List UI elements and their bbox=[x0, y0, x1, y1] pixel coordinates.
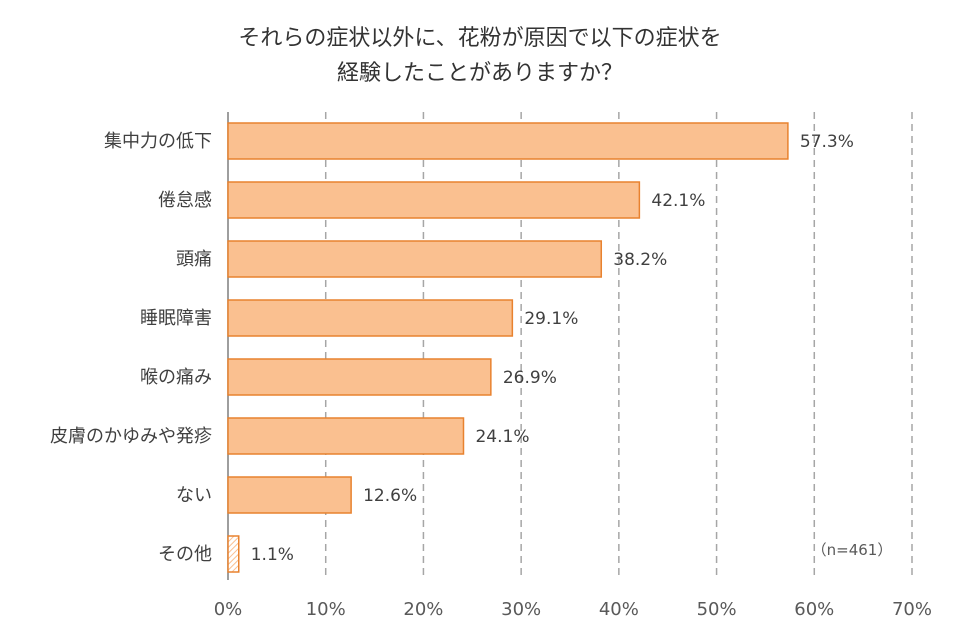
x-tick-label: 50% bbox=[697, 599, 737, 620]
value-label: 38.2% bbox=[613, 250, 667, 270]
x-tick-label: 70% bbox=[892, 599, 932, 620]
bars bbox=[227, 122, 789, 573]
bar bbox=[227, 181, 641, 219]
value-label: 57.3% bbox=[800, 132, 854, 152]
category-label: 集中力の低下 bbox=[104, 131, 212, 152]
value-label: 29.1% bbox=[524, 309, 578, 329]
x-axis-tick-labels: 0% 10% 20% 30% 40% 50% 60% 70% bbox=[214, 599, 932, 620]
bar bbox=[227, 240, 603, 278]
category-label: 倦怠感 bbox=[158, 190, 212, 211]
x-tick-label: 40% bbox=[599, 599, 639, 620]
category-label: その他 bbox=[158, 544, 212, 565]
x-tick-label: 60% bbox=[794, 599, 834, 620]
bar bbox=[227, 358, 492, 396]
bar bbox=[227, 299, 514, 337]
value-label: 12.6% bbox=[363, 486, 417, 506]
chart-title: それらの症状以外に、花粉が原因で以下の症状を 経験したことがありますか？ bbox=[238, 26, 721, 86]
bar bbox=[227, 417, 465, 455]
x-tick-label: 0% bbox=[214, 599, 243, 620]
value-label: 26.9% bbox=[503, 368, 557, 388]
bar bbox=[227, 476, 352, 514]
bar bbox=[227, 122, 789, 160]
category-label: 皮膚のかゆみや発疹 bbox=[50, 426, 212, 447]
value-label: 24.1% bbox=[475, 427, 529, 447]
category-label: 喉の痛み bbox=[140, 367, 212, 388]
category-label: 頭痛 bbox=[176, 249, 212, 270]
category-label: 睡眠障害 bbox=[140, 308, 212, 329]
x-tick-label: 30% bbox=[501, 599, 541, 620]
x-tick-label: 20% bbox=[403, 599, 443, 620]
category-label: ない bbox=[176, 485, 212, 506]
sample-size-note: （n=461） bbox=[812, 541, 893, 559]
bar bbox=[227, 535, 240, 573]
x-tick-label: 10% bbox=[306, 599, 346, 620]
value-label: 1.1% bbox=[251, 545, 294, 565]
chart-title-line-1: それらの症状以外に、花粉が原因で以下の症状を bbox=[238, 26, 721, 51]
value-labels: 57.3% 42.1% 38.2% 29.1% 26.9% 24.1% 12.6% 1.1% bbox=[251, 132, 854, 565]
chart-title-line-2: 経験したことがありますか？ bbox=[337, 61, 623, 86]
value-label: 42.1% bbox=[651, 191, 705, 211]
